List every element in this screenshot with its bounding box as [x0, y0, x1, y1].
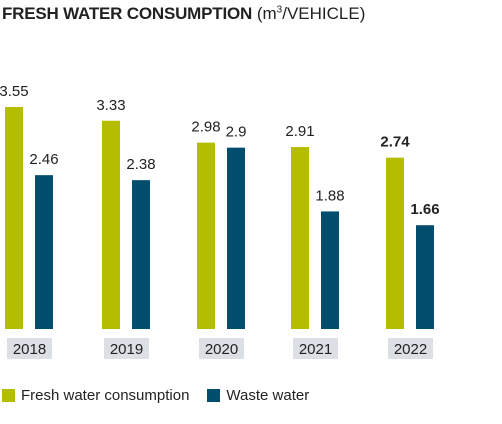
legend-swatch-waste-water [207, 388, 221, 402]
legend-swatch-fresh-water [2, 388, 15, 402]
chart-title: FRESH WATER CONSUMPTION (m3/VEHICLE) [2, 4, 365, 24]
data-label-waste-2020: 2.9 [226, 124, 247, 141]
legend-item-waste-water: Waste water [207, 387, 309, 404]
year-box-2021 [293, 338, 338, 359]
data-label-fresh-2019: 3.33 [96, 97, 125, 114]
bar-waste-water-2018 [35, 175, 53, 329]
x-tick-label-2019: 2019 [110, 341, 143, 358]
bar-fresh-water-2020 [197, 142, 215, 329]
chart-title-main: FRESH WATER CONSUMPTION [2, 4, 253, 23]
x-tick-label-2018: 2018 [13, 341, 46, 358]
x-tick-label-2020: 2020 [205, 341, 238, 358]
data-label-fresh-2018: 3.55 [0, 83, 29, 100]
bar-waste-water-2022 [416, 225, 434, 329]
unit-superscript: 3 [276, 4, 283, 16]
legend-item-fresh-water: Fresh water consumption [2, 387, 189, 404]
bar-chart: 3.55 2.46 2018 3.33 2.38 2019 2.98 2.9 2020 2.91 1… [0, 83, 440, 359]
bar-waste-water-2019 [132, 180, 150, 329]
year-box-2018 [7, 338, 52, 359]
data-label-waste-2019: 2.38 [126, 156, 155, 173]
bar-fresh-water-2021 [291, 147, 309, 329]
unit-prefix: (m [256, 4, 277, 23]
x-tick-label-2022: 2022 [394, 341, 427, 358]
bar-waste-water-2021 [321, 211, 339, 329]
legend: Fresh water consumption Waste water [2, 385, 327, 405]
bar-fresh-water-2022 [386, 157, 404, 329]
data-label-fresh-2022: 2.74 [380, 134, 410, 151]
data-label-fresh-2020: 2.98 [191, 119, 220, 136]
year-box-2020 [199, 338, 244, 359]
data-label-fresh-2021: 2.91 [285, 123, 314, 140]
data-label-waste-2021: 1.88 [315, 187, 344, 204]
legend-label-fresh-water: Fresh water consumption [21, 386, 190, 404]
legend-label-waste-water: Waste water [226, 386, 310, 404]
unit-suffix: /VEHICLE) [282, 4, 366, 23]
year-box-2022 [388, 338, 433, 359]
data-label-waste-2022: 1.66 [410, 201, 439, 218]
bar-waste-water-2020 [227, 147, 245, 329]
year-box-2019 [104, 338, 149, 359]
chart-title-unit: (m3/VEHICLE) [257, 4, 366, 23]
bar-fresh-water-2018 [5, 107, 23, 329]
x-tick-label-2021: 2021 [299, 341, 332, 358]
bar-fresh-water-2019 [102, 120, 120, 329]
data-label-waste-2018: 2.46 [29, 151, 58, 168]
